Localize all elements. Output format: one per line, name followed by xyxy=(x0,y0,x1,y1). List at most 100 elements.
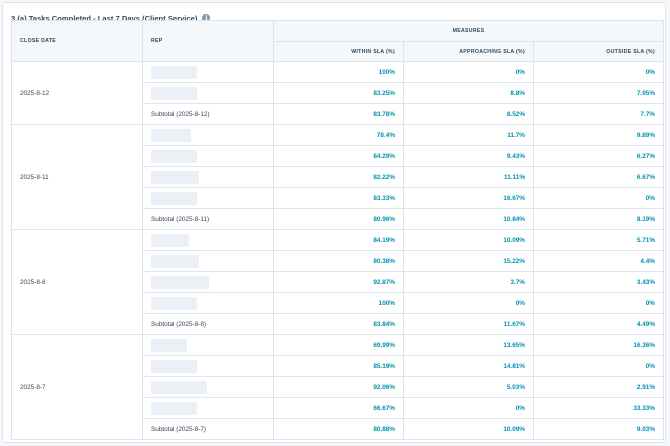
within-sla-value: 80.38% xyxy=(273,250,404,272)
outside-sla-value: 6.27% xyxy=(533,145,664,167)
approaching-sla-value: 11.11% xyxy=(403,166,534,188)
outside-sla-value: 7.95% xyxy=(533,82,664,104)
report-title-row: 3 (a) Tasks Completed - Last 7 Days (Cli… xyxy=(11,11,211,25)
subtotal-outside-sla-value: 4.49% xyxy=(533,313,664,335)
rep-cell xyxy=(142,271,274,293)
outside-sla-value: 3.43% xyxy=(533,271,664,293)
redacted-rep-name xyxy=(151,149,197,163)
redacted-rep-name xyxy=(151,191,197,205)
outside-sla-value: 0% xyxy=(533,61,664,83)
approaching-sla-value: 14.81% xyxy=(403,355,534,377)
rep-cell xyxy=(142,61,274,83)
table-row: 2025-8-8 84.19% 10.09% 5.71% xyxy=(11,229,664,335)
within-sla-value: 83.25% xyxy=(273,82,404,104)
report-card: 3 (a) Tasks Completed - Last 7 Days (Cli… xyxy=(2,2,666,443)
subtotal-label: Subtotal (2025-8-12) xyxy=(142,103,274,125)
close-date-cell: 2025-8-7 xyxy=(11,334,143,440)
redacted-rep-name xyxy=(151,254,199,268)
subtotal-row: Subtotal (2025-8-11) 80.96% 10.84% 8.19% xyxy=(12,208,664,230)
redacted-rep-name xyxy=(151,401,197,415)
within-sla-value: 92.87% xyxy=(273,271,404,293)
redacted-rep-name xyxy=(151,170,199,184)
within-sla-value: 78.4% xyxy=(273,124,404,146)
rep-cell xyxy=(142,355,274,377)
outside-sla-value: 4.4% xyxy=(533,250,664,272)
rep-cell xyxy=(142,334,274,356)
rep-cell xyxy=(142,229,274,251)
table-row: 66.67% 0% 33.33% xyxy=(12,397,664,419)
outside-sla-value: 33.33% xyxy=(533,397,664,419)
rep-cell xyxy=(142,397,274,419)
table-row: 85.19% 14.81% 0% xyxy=(12,355,664,377)
outside-sla-value: 0% xyxy=(533,292,664,314)
column-group-header-measures: MEASURES xyxy=(273,20,664,42)
subtotal-within-sla-value: 80.96% xyxy=(273,208,404,230)
rep-cell xyxy=(142,124,274,146)
redacted-rep-name xyxy=(151,338,187,352)
column-header-rep[interactable]: REP xyxy=(142,20,274,62)
rep-cell xyxy=(142,145,274,167)
table-row: 2025-8-12 100% 0% 0% xyxy=(11,61,664,125)
approaching-sla-value: 5.03% xyxy=(403,376,534,398)
redacted-rep-name xyxy=(151,296,197,310)
within-sla-value: 84.29% xyxy=(273,145,404,167)
subtotal-label: Subtotal (2025-8-11) xyxy=(142,208,274,230)
subtotal-outside-sla-value: 7.7% xyxy=(533,103,664,125)
subtotal-label: Subtotal (2025-8-8) xyxy=(142,313,274,335)
outside-sla-value: 5.71% xyxy=(533,229,664,251)
subtotal-row: Subtotal (2025-8-7) 80.88% 10.09% 9.03% xyxy=(12,418,664,440)
report-table: CLOSE DATE REP MEASURES WITHIN SLA (%) A… xyxy=(11,20,664,440)
rep-cell xyxy=(142,82,274,104)
approaching-sla-value: 0% xyxy=(403,61,534,83)
within-sla-value: 66.67% xyxy=(273,397,404,419)
redacted-rep-name xyxy=(151,275,209,289)
approaching-sla-value: 0% xyxy=(403,397,534,419)
column-header-outside-sla[interactable]: OUTSIDE SLA (%) xyxy=(533,41,664,62)
redacted-rep-name xyxy=(151,359,197,373)
within-sla-value: 100% xyxy=(273,292,404,314)
subtotal-within-sla-value: 83.84% xyxy=(273,313,404,335)
rep-cell xyxy=(142,376,274,398)
rep-cell xyxy=(142,250,274,272)
subtotal-approaching-sla-value: 11.67% xyxy=(403,313,534,335)
subtotal-outside-sla-value: 9.03% xyxy=(533,418,664,440)
outside-sla-value: 2.91% xyxy=(533,376,664,398)
approaching-sla-value: 0% xyxy=(403,292,534,314)
approaching-sla-value: 15.22% xyxy=(403,250,534,272)
rep-cell xyxy=(142,292,274,314)
approaching-sla-value: 10.09% xyxy=(403,229,534,251)
subtotal-approaching-sla-value: 8.52% xyxy=(403,103,534,125)
redacted-rep-name xyxy=(151,380,207,394)
subtotal-label: Subtotal (2025-8-7) xyxy=(142,418,274,440)
report-table-body: 2025-8-12 100% 0% 0% 83.25% 8.8% 7.95% Subtotal… xyxy=(11,61,664,440)
outside-sla-value: 16.36% xyxy=(533,334,664,356)
subtotal-within-sla-value: 83.78% xyxy=(273,103,404,125)
column-header-close-date[interactable]: CLOSE DATE xyxy=(11,20,143,62)
table-row: 100% 0% 0% xyxy=(12,292,664,314)
within-sla-value: 83.33% xyxy=(273,187,404,209)
subtotal-outside-sla-value: 8.19% xyxy=(533,208,664,230)
column-header-approaching-sla[interactable]: APPROACHING SLA (%) xyxy=(403,41,534,62)
within-sla-value: 100% xyxy=(273,61,404,83)
subtotal-within-sla-value: 80.88% xyxy=(273,418,404,440)
redacted-rep-name xyxy=(151,65,197,79)
rep-cell xyxy=(142,166,274,188)
outside-sla-value: 6.67% xyxy=(533,166,664,188)
redacted-rep-name xyxy=(151,233,189,247)
approaching-sla-value: 9.43% xyxy=(403,145,534,167)
table-row: 2025-8-7 69.99% 13.65% 16.36% xyxy=(11,334,664,440)
outside-sla-value: 0% xyxy=(533,355,664,377)
approaching-sla-value: 13.65% xyxy=(403,334,534,356)
approaching-sla-value: 3.7% xyxy=(403,271,534,293)
info-icon[interactable]: i xyxy=(202,14,211,22)
close-date-cell: 2025-8-12 xyxy=(11,61,143,125)
within-sla-value: 69.99% xyxy=(273,334,404,356)
subtotal-row: Subtotal (2025-8-12) 83.78% 8.52% 7.7% xyxy=(12,103,664,125)
within-sla-value: 92.06% xyxy=(273,376,404,398)
table-row: 83.33% 16.67% 0% xyxy=(12,187,664,209)
column-header-within-sla[interactable]: WITHIN SLA (%) xyxy=(273,41,404,62)
within-sla-value: 82.22% xyxy=(273,166,404,188)
redacted-rep-name xyxy=(151,86,197,100)
approaching-sla-value: 8.8% xyxy=(403,82,534,104)
subtotal-approaching-sla-value: 10.09% xyxy=(403,418,534,440)
